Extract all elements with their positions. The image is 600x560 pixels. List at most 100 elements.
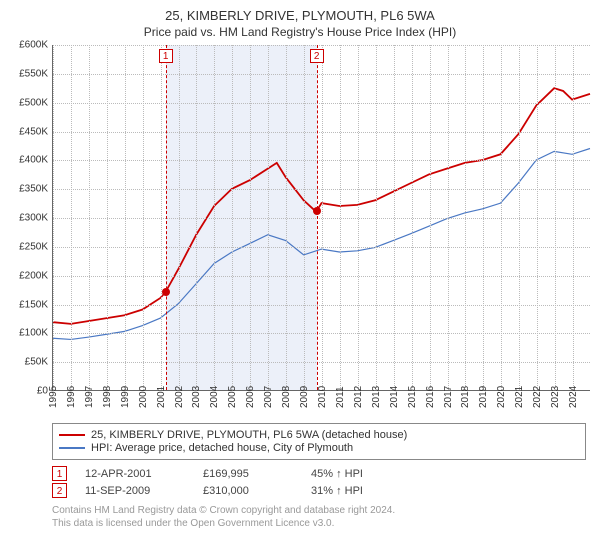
x-tick-label: 2013 [371,386,382,408]
grid-vertical [465,45,466,390]
x-tick-label: 2001 [156,386,167,408]
y-tick-label: £550K [10,68,48,79]
y-tick-label: £200K [10,270,48,281]
grid-vertical [322,45,323,390]
grid-vertical [501,45,502,390]
grid-vertical [448,45,449,390]
event-pct-2: 31% ↑ HPI [311,485,401,497]
x-tick-label: 2004 [209,386,220,408]
grid-vertical [268,45,269,390]
plot-area: 12 [52,45,590,391]
grid-vertical [53,45,54,390]
x-tick-label: 1999 [120,386,131,408]
event-marker-2: 2 [52,483,67,498]
grid-vertical [519,45,520,390]
grid-vertical [358,45,359,390]
legend-entry-price-paid: 25, KIMBERLY DRIVE, PLYMOUTH, PL6 5WA (d… [59,429,579,441]
grid-vertical [143,45,144,390]
event-date-2: 11-SEP-2009 [85,485,185,497]
y-tick-label: £250K [10,241,48,252]
event-date-1: 12-APR-2001 [85,468,185,480]
x-axis: 1995199619971998199920002001200220032004… [52,391,590,415]
event-line-2 [317,45,318,390]
x-tick-label: 2020 [496,386,507,408]
grid-vertical [232,45,233,390]
grid-vertical [107,45,108,390]
event-row-1: 1 12-APR-2001 £169,995 45% ↑ HPI [52,466,586,481]
grid-vertical [304,45,305,390]
x-tick-label: 2002 [174,386,185,408]
event-price-1: £169,995 [203,468,293,480]
event-line-1 [166,45,167,390]
legend-label-hpi: HPI: Average price, detached house, City… [91,442,353,454]
legend-box: 25, KIMBERLY DRIVE, PLYMOUTH, PL6 5WA (d… [52,423,586,460]
x-tick-label: 2024 [568,386,579,408]
event-pct-1: 45% ↑ HPI [311,468,401,480]
legend-swatch-price-paid [59,434,85,436]
event-marker-1: 1 [52,466,67,481]
x-tick-label: 2021 [514,386,525,408]
x-tick-label: 1995 [48,386,59,408]
x-tick-label: 2016 [425,386,436,408]
x-tick-label: 2008 [281,386,292,408]
x-tick-label: 2010 [317,386,328,408]
grid-vertical [537,45,538,390]
x-tick-label: 1997 [84,386,95,408]
footnote-line-1: Contains HM Land Registry data © Crown c… [52,504,586,517]
y-tick-label: £0 [10,386,48,397]
x-tick-label: 2009 [299,386,310,408]
y-tick-label: £400K [10,155,48,166]
grid-vertical [340,45,341,390]
x-tick-label: 2023 [550,386,561,408]
grid-vertical [376,45,377,390]
grid-vertical [286,45,287,390]
y-tick-label: £50K [10,357,48,368]
grid-vertical [250,45,251,390]
grid-vertical [483,45,484,390]
grid-vertical [412,45,413,390]
grid-vertical [555,45,556,390]
x-tick-label: 2005 [227,386,238,408]
grid-vertical [214,45,215,390]
event-row-2: 2 11-SEP-2009 £310,000 31% ↑ HPI [52,483,586,498]
event-marker-dot-2 [313,207,321,215]
grid-vertical [179,45,180,390]
grid-vertical [161,45,162,390]
chart-subtitle: Price paid vs. HM Land Registry's House … [10,25,590,39]
grid-vertical [196,45,197,390]
x-tick-label: 2018 [460,386,471,408]
x-tick-label: 2007 [263,386,274,408]
y-tick-label: £300K [10,213,48,224]
x-tick-label: 1996 [66,386,77,408]
chart-title: 25, KIMBERLY DRIVE, PLYMOUTH, PL6 5WA [10,8,590,23]
grid-vertical [89,45,90,390]
x-tick-label: 2019 [478,386,489,408]
legend-swatch-hpi [59,447,85,449]
y-tick-label: £350K [10,184,48,195]
y-tick-label: £500K [10,97,48,108]
x-tick-label: 1998 [102,386,113,408]
event-box-1: 1 [159,49,173,63]
y-axis: £0£50K£100K£150K£200K£250K£300K£350K£400… [10,45,50,391]
x-tick-label: 2014 [389,386,400,408]
x-tick-label: 2000 [138,386,149,408]
grid-vertical [430,45,431,390]
y-tick-label: £100K [10,328,48,339]
grid-vertical [394,45,395,390]
events-table: 1 12-APR-2001 £169,995 45% ↑ HPI 2 11-SE… [52,466,586,498]
x-tick-label: 2017 [443,386,454,408]
chart-area: £0 £50K £100K £150K £200K £250K £300K £350K £400… [10,45,590,415]
footnote-line-2: This data is licensed under the Open Gov… [52,517,586,530]
event-marker-dot-1 [162,288,170,296]
y-tick-label: £450K [10,126,48,137]
chart-container: 25, KIMBERLY DRIVE, PLYMOUTH, PL6 5WA Pr… [0,0,600,560]
y-tick-label: £600K [10,40,48,51]
legend-label-price-paid: 25, KIMBERLY DRIVE, PLYMOUTH, PL6 5WA (d… [91,429,407,441]
y-tick-label: £150K [10,299,48,310]
footnote: Contains HM Land Registry data © Crown c… [52,504,586,530]
x-tick-label: 2003 [191,386,202,408]
grid-vertical [125,45,126,390]
x-tick-label: 2006 [245,386,256,408]
event-price-2: £310,000 [203,485,293,497]
x-tick-label: 2015 [407,386,418,408]
